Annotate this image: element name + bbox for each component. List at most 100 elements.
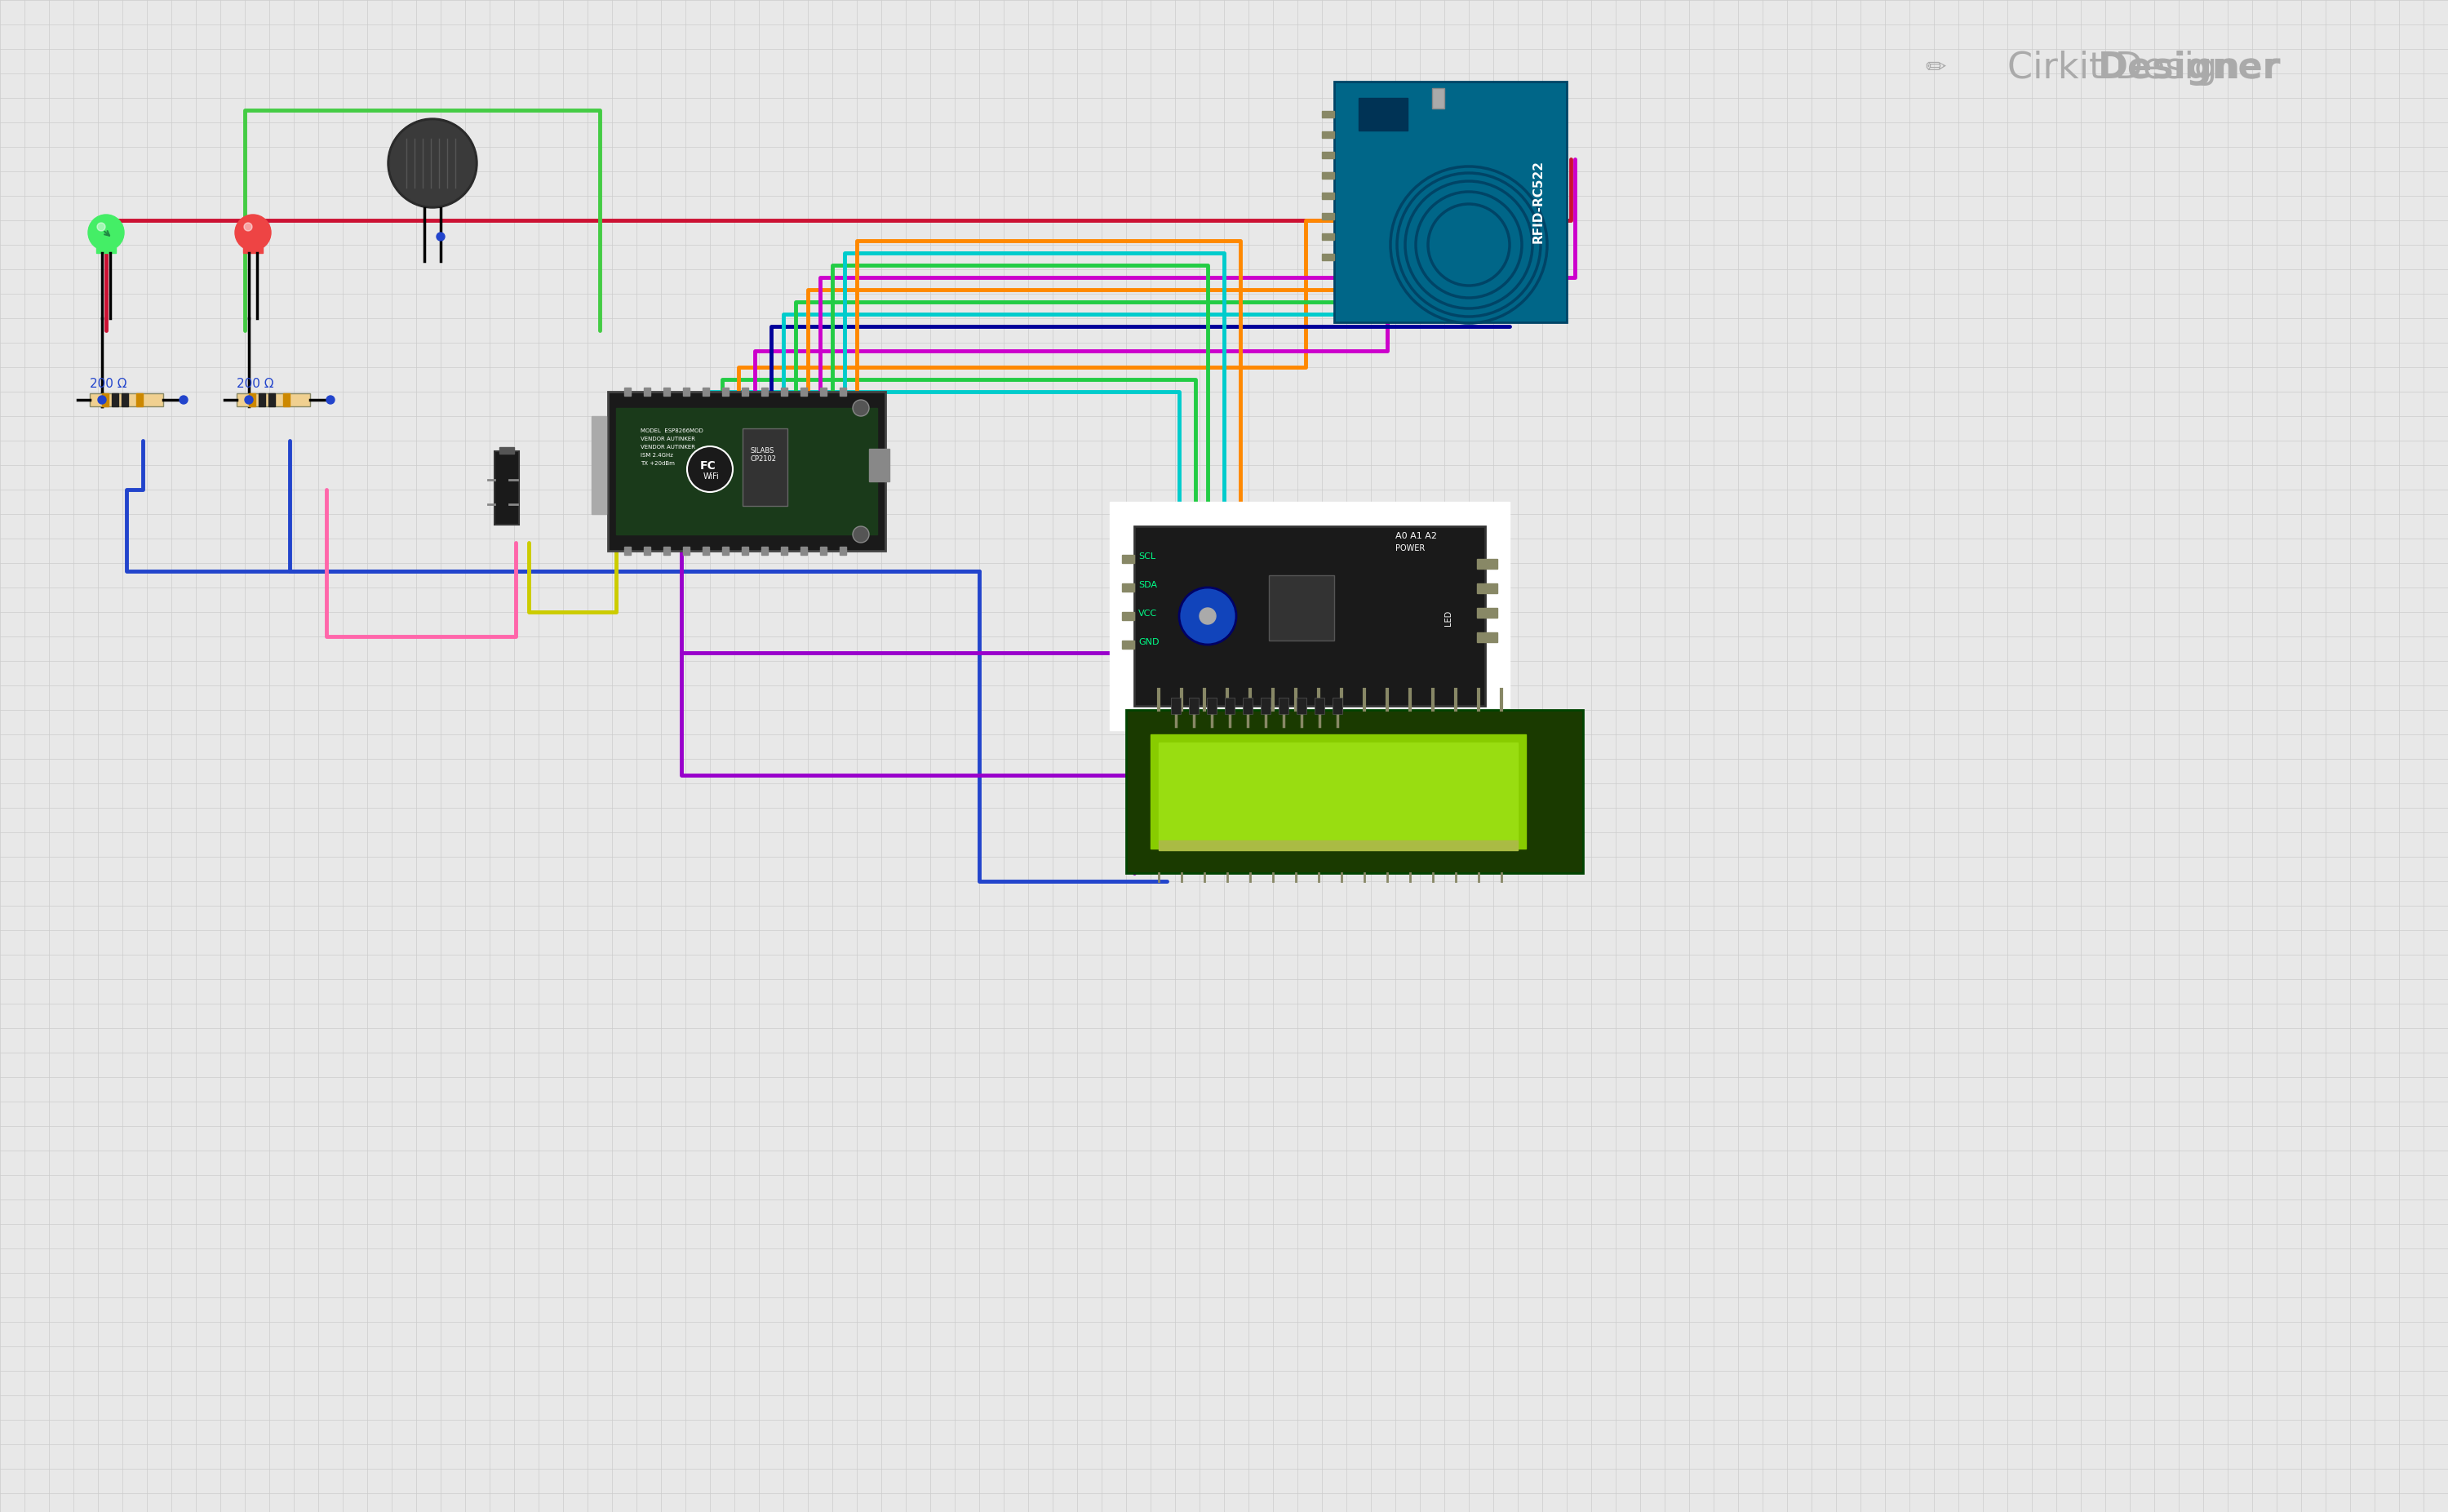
Bar — [1322, 132, 1334, 138]
Bar — [1121, 641, 1133, 649]
Bar — [683, 387, 690, 396]
Bar — [761, 387, 769, 396]
Bar — [1322, 233, 1334, 240]
Bar — [703, 387, 710, 396]
Circle shape — [235, 215, 272, 251]
Bar — [722, 547, 730, 555]
Bar — [1121, 584, 1133, 591]
Circle shape — [852, 526, 869, 543]
Bar — [95, 233, 115, 253]
Bar — [1121, 612, 1133, 620]
Bar — [683, 547, 690, 555]
Bar — [1121, 555, 1133, 562]
Text: GND: GND — [1138, 638, 1158, 646]
Bar — [1297, 697, 1307, 714]
Circle shape — [389, 121, 475, 206]
Circle shape — [88, 215, 125, 251]
Text: FC: FC — [700, 460, 717, 472]
Circle shape — [436, 233, 446, 240]
Circle shape — [1180, 588, 1236, 644]
Text: Cirkit Designer: Cirkit Designer — [2007, 50, 2277, 86]
Bar — [1476, 632, 1498, 643]
Text: CP2102: CP2102 — [752, 455, 776, 463]
Bar — [617, 408, 876, 534]
Text: 200 Ω: 200 Ω — [237, 378, 274, 390]
Bar — [237, 393, 311, 407]
Bar — [259, 393, 264, 407]
Bar — [663, 547, 671, 555]
Bar — [1476, 608, 1498, 618]
Bar — [1278, 697, 1288, 714]
Bar — [663, 387, 671, 396]
Bar — [761, 547, 769, 555]
Bar — [820, 547, 827, 555]
Text: SDA: SDA — [1138, 581, 1158, 590]
Bar — [607, 392, 886, 550]
Bar — [800, 547, 808, 555]
Bar — [742, 387, 749, 396]
Text: A0 A1 A2: A0 A1 A2 — [1395, 532, 1437, 540]
Bar — [91, 393, 164, 407]
Bar — [1133, 526, 1486, 706]
Circle shape — [98, 222, 105, 231]
Text: LED: LED — [1444, 611, 1452, 626]
Circle shape — [245, 222, 252, 231]
Bar — [1158, 841, 1518, 850]
Circle shape — [245, 396, 252, 404]
Bar — [1432, 88, 1444, 109]
Bar — [1322, 172, 1334, 178]
Bar — [1315, 697, 1324, 714]
Bar — [1359, 98, 1408, 130]
Bar — [1190, 697, 1200, 714]
Bar — [644, 387, 651, 396]
Text: RFID-RC522: RFID-RC522 — [1532, 160, 1545, 243]
Text: WiFi: WiFi — [703, 472, 720, 481]
Bar — [137, 393, 142, 407]
Bar — [499, 448, 514, 454]
Text: VCC: VCC — [1138, 609, 1158, 618]
Circle shape — [387, 118, 477, 209]
Circle shape — [688, 446, 732, 491]
Text: MODEL  ESP8266MOD: MODEL ESP8266MOD — [641, 428, 703, 434]
Bar — [840, 547, 847, 555]
Bar — [820, 387, 827, 396]
Bar — [494, 451, 519, 525]
Bar — [1126, 711, 1584, 872]
Bar — [624, 387, 632, 396]
Bar — [1332, 697, 1342, 714]
Bar — [1322, 213, 1334, 219]
Bar — [1322, 110, 1334, 118]
Bar — [1158, 742, 1518, 841]
Text: TX +20dBm: TX +20dBm — [641, 461, 676, 466]
Bar — [1261, 697, 1271, 714]
Bar — [781, 547, 788, 555]
Bar — [840, 387, 847, 396]
Text: ✏: ✏ — [1924, 56, 1946, 80]
Bar — [742, 547, 749, 555]
Bar — [1334, 82, 1567, 322]
Bar — [242, 233, 262, 253]
Bar — [1268, 575, 1334, 641]
Circle shape — [98, 396, 105, 404]
Bar — [122, 393, 127, 407]
Bar — [1224, 697, 1234, 714]
Text: VENDOR AUTINKER: VENDOR AUTINKER — [641, 437, 695, 442]
Bar — [1322, 192, 1334, 200]
Bar — [781, 387, 788, 396]
Bar — [1170, 697, 1180, 714]
Bar — [800, 387, 808, 396]
Bar — [1322, 254, 1334, 260]
Bar — [1207, 697, 1217, 714]
Bar — [624, 547, 632, 555]
Bar — [1109, 502, 1510, 730]
Bar — [1476, 559, 1498, 569]
Text: Designer: Designer — [2098, 50, 2282, 86]
Bar — [742, 428, 788, 507]
Text: POWER: POWER — [1395, 544, 1425, 552]
Bar — [103, 393, 108, 407]
Bar — [644, 547, 651, 555]
Bar — [113, 393, 118, 407]
Circle shape — [179, 396, 188, 404]
Bar — [1476, 584, 1498, 593]
Bar — [284, 393, 289, 407]
